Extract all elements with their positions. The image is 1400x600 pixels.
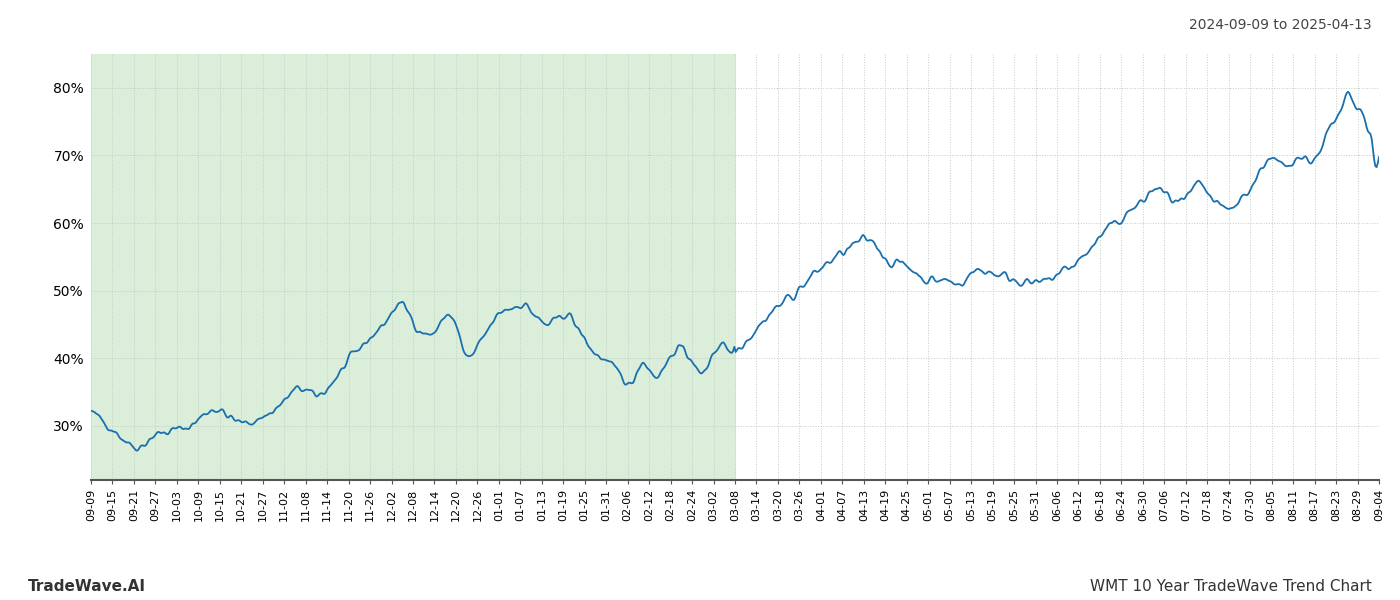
- Text: 2024-09-09 to 2025-04-13: 2024-09-09 to 2025-04-13: [1190, 18, 1372, 32]
- Text: WMT 10 Year TradeWave Trend Chart: WMT 10 Year TradeWave Trend Chart: [1091, 579, 1372, 594]
- Bar: [91, 54, 735, 480]
- Text: TradeWave.AI: TradeWave.AI: [28, 579, 146, 594]
